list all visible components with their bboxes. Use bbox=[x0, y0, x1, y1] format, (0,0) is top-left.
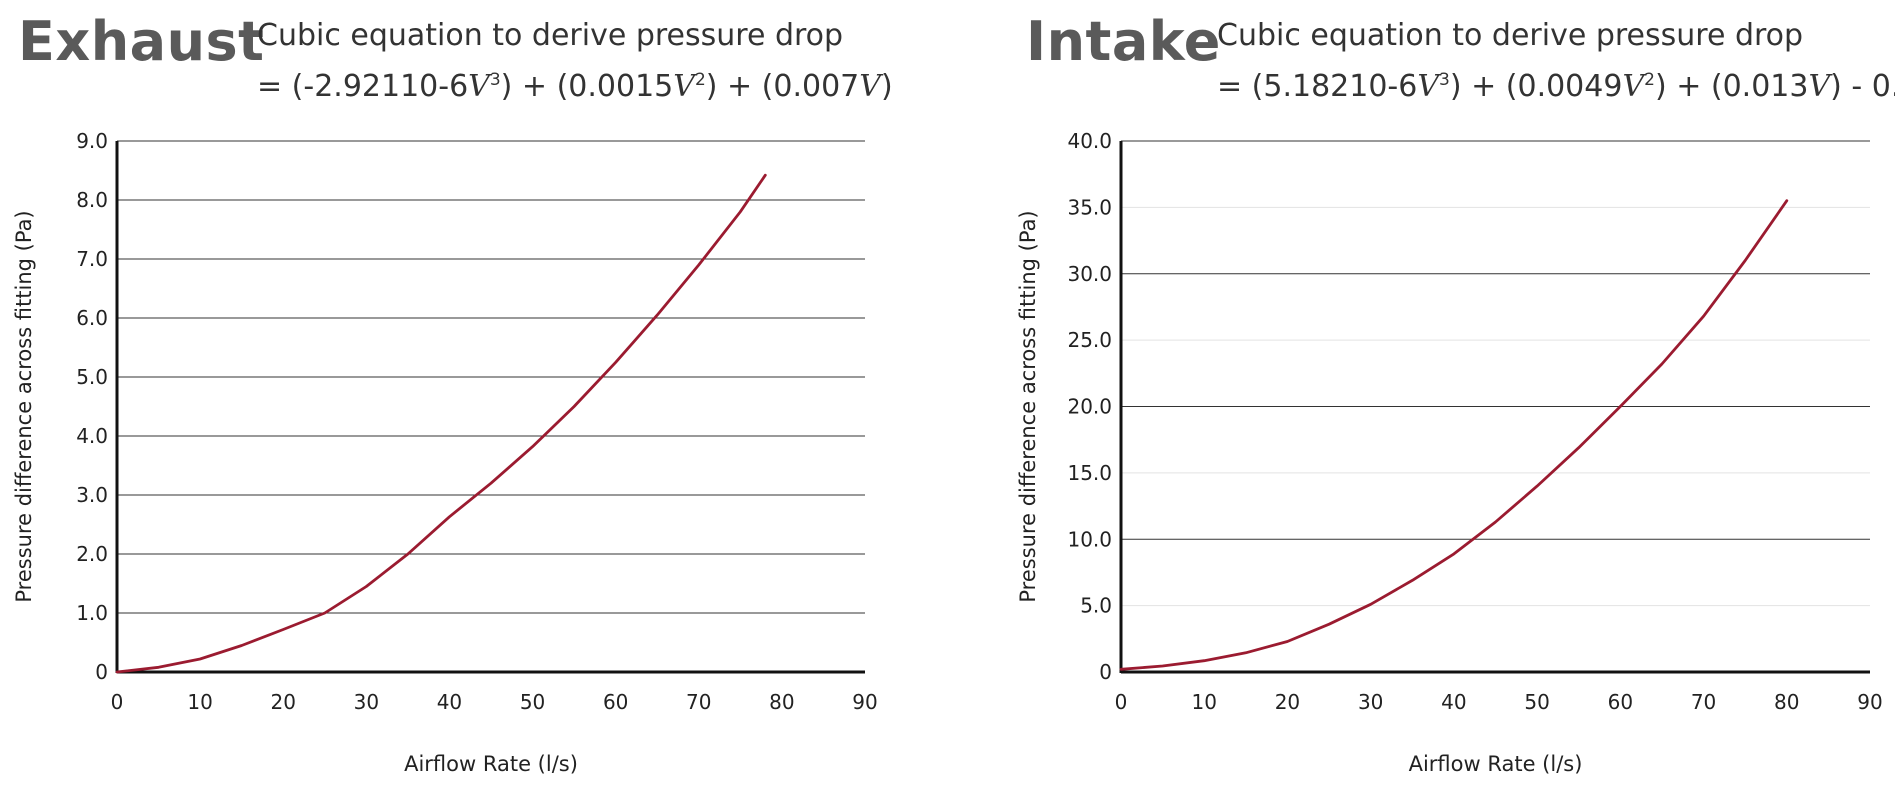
exhaust-equation-line1: Cubic equation to derive pressure drop bbox=[257, 18, 844, 53]
y-tick-label: 1.0 bbox=[76, 601, 108, 625]
exhaust-title: Exhaust bbox=[18, 10, 265, 73]
y-tick-label: 30.0 bbox=[1067, 262, 1112, 286]
y-axis-label: Pressure difference across fitting (Pa) bbox=[1016, 210, 1040, 602]
exhaust-equation-line2: = (-2.92110-6V3) + (0.0015V2) + (0.007V) bbox=[257, 69, 893, 104]
y-tick-label: 6.0 bbox=[76, 306, 108, 330]
y-tick-label: 0 bbox=[1099, 660, 1112, 684]
intake-panel: Intake Cubic equation to derive pressure… bbox=[1005, 0, 1895, 790]
x-axis-label: Airflow Rate (l/s) bbox=[404, 752, 578, 776]
x-tick-label: 50 bbox=[1524, 690, 1549, 714]
x-tick-label: 70 bbox=[686, 690, 711, 714]
x-tick-label: 80 bbox=[769, 690, 794, 714]
x-tick-label: 40 bbox=[437, 690, 462, 714]
y-tick-label: 5.0 bbox=[1080, 594, 1112, 618]
y-tick-label: 9.0 bbox=[76, 129, 108, 153]
x-tick-label: 0 bbox=[1115, 690, 1128, 714]
y-tick-label: 20.0 bbox=[1067, 395, 1112, 419]
x-tick-label: 80 bbox=[1774, 690, 1799, 714]
exhaust-chart: 0 1.0 2.0 3.0 4.0 5.0 6.0 7.0 8.0 9.0 0 10 20 30 40 50 6… bbox=[12, 129, 878, 776]
y-tick-label: 40.0 bbox=[1067, 129, 1112, 153]
y-tick-label: 10.0 bbox=[1067, 527, 1112, 551]
y-tick-label: 7.0 bbox=[76, 247, 108, 271]
exhaust-equation: Cubic equation to derive pressure drop =… bbox=[257, 14, 893, 109]
x-tick-label: 30 bbox=[1358, 690, 1383, 714]
intake-equation: Cubic equation to derive pressure drop =… bbox=[1217, 14, 1895, 109]
x-tick-label: 90 bbox=[1857, 690, 1882, 714]
intake-equation-line2: = (5.18210-6V3) + (0.0049V2) + (0.013V) … bbox=[1217, 69, 1895, 104]
x-tick-label: 60 bbox=[1608, 690, 1633, 714]
x-tick-label: 20 bbox=[270, 690, 295, 714]
y-tick-label: 35.0 bbox=[1067, 195, 1112, 219]
y-tick-label: 15.0 bbox=[1067, 461, 1112, 485]
y-tick-label: 2.0 bbox=[76, 542, 108, 566]
intake-chart: 0 5.0 10.0 15.0 20.0 25.0 30.0 35.0 40.0 0 10 20 30 4… bbox=[1016, 129, 1883, 776]
x-tick-label: 10 bbox=[1191, 690, 1216, 714]
x-tick-label: 70 bbox=[1691, 690, 1716, 714]
y-tick-label: 0 bbox=[95, 660, 108, 684]
x-tick-label: 10 bbox=[187, 690, 212, 714]
y-tick-label: 5.0 bbox=[76, 365, 108, 389]
series-line bbox=[115, 173, 767, 674]
y-tick-label: 4.0 bbox=[76, 424, 108, 448]
x-tick-label: 40 bbox=[1441, 690, 1466, 714]
y-tick-label: 25.0 bbox=[1067, 328, 1112, 352]
x-tick-label: 20 bbox=[1275, 690, 1300, 714]
y-tick-label: 3.0 bbox=[76, 483, 108, 507]
x-tick-label: 50 bbox=[520, 690, 545, 714]
x-tick-label: 90 bbox=[852, 690, 877, 714]
exhaust-panel: Exhaust Cubic equation to derive pressur… bbox=[12, 10, 893, 776]
intake-title: Intake bbox=[1026, 10, 1221, 73]
y-axis-label: Pressure difference across fitting (Pa) bbox=[12, 210, 36, 602]
x-axis-label: Airflow Rate (l/s) bbox=[1409, 752, 1583, 776]
x-tick-label: 30 bbox=[354, 690, 379, 714]
intake-equation-line1: Cubic equation to derive pressure drop bbox=[1217, 18, 1804, 53]
y-tick-label: 8.0 bbox=[76, 188, 108, 212]
x-tick-label: 60 bbox=[603, 690, 628, 714]
x-tick-label: 0 bbox=[111, 690, 124, 714]
series-line bbox=[1119, 199, 1789, 671]
